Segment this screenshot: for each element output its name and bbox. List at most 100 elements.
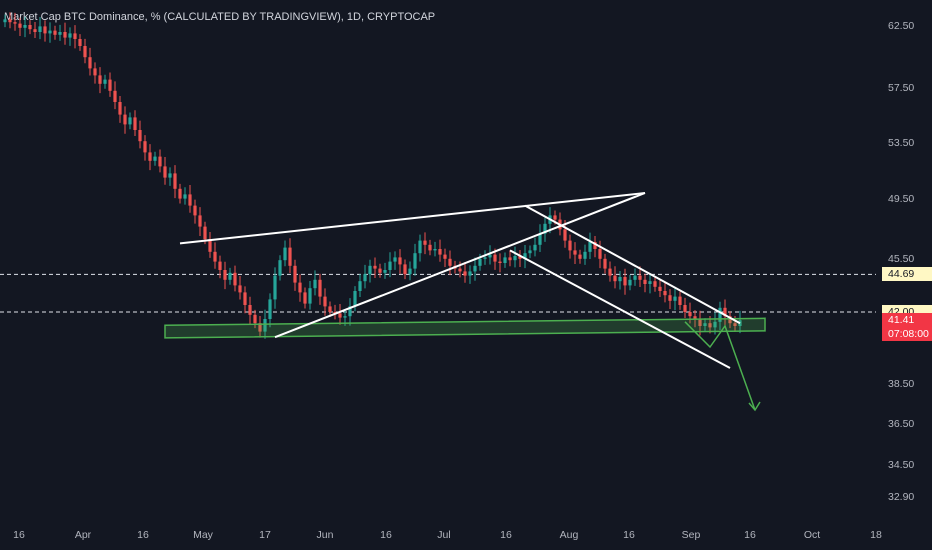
current-price-tag: 41.41 [882,313,932,328]
candle [538,224,542,252]
x-tick-label: 16 [137,529,149,541]
candle [153,151,157,166]
candle [403,259,407,280]
candle [238,276,242,300]
channel-lower-line [509,249,731,369]
x-tick-label: Jul [437,529,450,541]
candle [128,112,132,130]
x-tick-label: 16 [744,529,756,541]
candle [443,248,447,268]
candle [253,309,257,329]
candle [148,144,152,171]
y-tick-label: 34.50 [888,459,914,471]
candle [608,261,612,282]
candle [718,301,722,331]
price-tag-44-69: 44.69 [882,267,932,282]
x-tick-label: 18 [870,529,882,541]
candle [58,24,62,41]
candle [63,22,67,45]
candle [518,249,522,268]
candle [33,22,37,39]
candle [323,288,327,316]
candle [648,272,652,294]
candle [173,165,177,199]
candle [393,251,397,270]
candle [43,20,47,42]
x-tick-label: 16 [380,529,392,541]
candle [663,281,667,303]
candle [673,288,677,311]
candle [633,268,637,286]
candle [583,244,587,265]
candle [448,250,452,276]
drawings [164,192,766,412]
candle [498,253,502,273]
candle [353,286,357,312]
x-tick-label: Aug [560,529,579,541]
candle [273,267,277,309]
candle [523,244,527,269]
candle [113,81,117,110]
y-tick-label: 62.50 [888,20,914,32]
candle [623,268,627,295]
candle [53,25,57,40]
candle [723,299,727,326]
chart-title: Market Cap BTC Dominance, % (CALCULATED … [4,11,436,23]
candle [218,255,222,279]
candle [83,38,87,64]
candle [588,232,592,259]
candle [208,232,212,258]
candle [678,291,682,310]
candle [598,240,602,269]
candle [318,273,322,305]
candle [408,261,412,281]
candle [433,241,437,257]
candle [88,47,92,76]
candle [28,20,32,35]
candle [328,301,332,317]
candle-countdown-tag: 07:08:00 [882,327,932,342]
candle [93,62,97,84]
channel-upper-line [524,204,741,325]
candle [578,249,582,264]
candle [283,240,287,267]
y-tick-label: 38.50 [888,378,914,390]
candle [533,237,537,257]
y-tick-label: 36.50 [888,418,914,430]
candle [508,250,512,267]
candle [728,311,732,329]
candle [288,238,292,273]
time-axis: 16 Apr 16 May 17 Jun 16 Jul 16 Aug 16 Sep 16 Oct 18 [13,529,882,541]
candle [528,245,532,259]
candle [193,199,197,224]
candle [568,234,572,259]
candle [618,270,622,290]
candles [3,12,742,339]
y-tick-label: 57.50 [888,82,914,94]
candle [638,266,642,287]
candle [188,185,192,213]
candle [378,263,382,278]
candle [233,265,237,292]
candle [423,232,427,255]
candle [683,297,687,319]
candle [258,316,262,338]
candle [38,17,42,40]
candle [143,135,147,161]
x-tick-label: 17 [259,529,271,541]
candle [298,274,302,302]
candle [363,264,367,289]
candle [643,273,647,293]
candle [118,95,122,123]
y-tick-label: 45.50 [888,253,914,265]
projection-path [684,321,756,411]
candle [418,234,422,262]
x-tick-label: 16 [500,529,512,541]
candle [373,257,377,278]
candle [543,217,547,242]
candle [488,245,492,265]
candle [8,12,12,29]
candle [603,253,607,274]
candle [513,246,517,268]
